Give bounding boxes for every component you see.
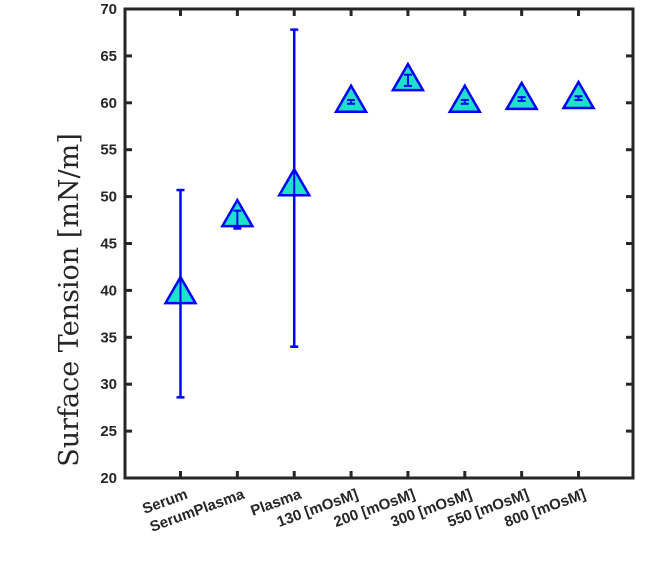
data-point-triangle <box>447 83 482 113</box>
y-tick-label: 50 <box>100 189 117 206</box>
y-tick-label: 45 <box>100 236 117 253</box>
plot-frame <box>123 7 635 480</box>
y-tick-label: 20 <box>100 470 117 487</box>
y-tick-label: 35 <box>100 329 117 346</box>
y-tick-label: 60 <box>100 95 117 112</box>
y-axis-label: Surface Tension [mN/m] <box>54 133 85 467</box>
data-point-triangle <box>504 80 539 111</box>
data-point-triangle <box>333 83 369 113</box>
y-tick-label: 30 <box>100 376 117 393</box>
y-tick-label: 40 <box>100 282 117 299</box>
y-tick-label: 65 <box>100 48 117 65</box>
y-tick-label: 25 <box>100 423 117 440</box>
y-tick-label: 70 <box>100 1 117 18</box>
plot-area <box>125 9 633 478</box>
y-axis-tick-labels: 20 25 30 35 40 45 50 55 60 65 70 <box>100 1 117 487</box>
y-tick-label: 55 <box>100 142 117 159</box>
data-point-triangle <box>561 79 596 110</box>
data-markers <box>163 61 596 305</box>
